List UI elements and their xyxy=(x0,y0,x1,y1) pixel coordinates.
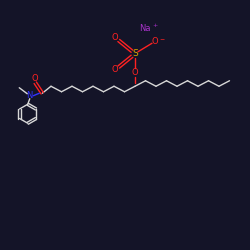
Text: S: S xyxy=(132,49,138,58)
Text: O: O xyxy=(32,74,38,83)
Text: O: O xyxy=(132,68,138,77)
Text: O: O xyxy=(112,66,118,74)
Text: O: O xyxy=(112,33,118,42)
Text: N: N xyxy=(26,91,33,100)
Text: +: + xyxy=(152,23,157,28)
Text: Na: Na xyxy=(139,24,151,33)
Text: −: − xyxy=(160,36,164,41)
Text: O: O xyxy=(152,37,158,46)
